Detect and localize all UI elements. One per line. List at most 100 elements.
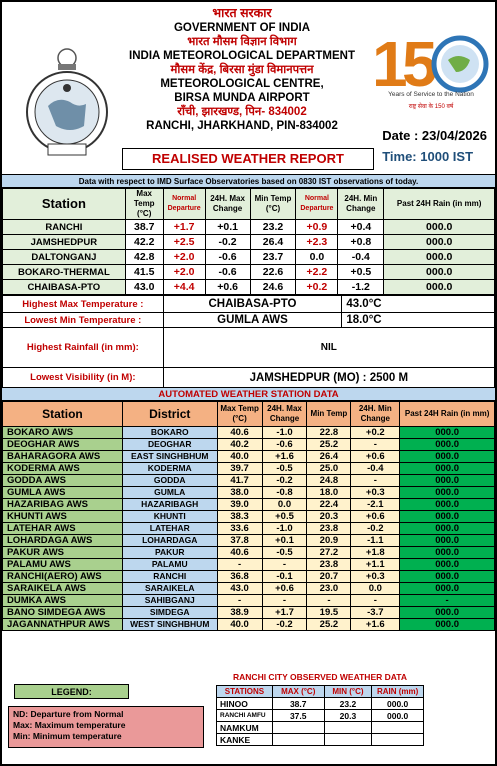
rc-rain: [371, 721, 424, 734]
imd-observatory-table: Station Max Temp (°C) Normal Departure 2…: [2, 188, 495, 295]
aws-district: KHUNTI: [121, 510, 218, 523]
rc-max: 38.7: [271, 697, 325, 710]
rc-col-min: MIN (°C): [323, 685, 373, 698]
min-departure: 0.0: [295, 249, 339, 265]
aws-min-change: -0.4: [350, 462, 401, 475]
max-change: +0.6: [204, 279, 251, 295]
col-max-departure: Normal Departure: [162, 188, 206, 220]
aws-station: DUMKA AWS: [2, 594, 123, 607]
aws-max-change: +1.7: [261, 606, 308, 619]
highest-rain-value: NIL: [162, 327, 496, 368]
aws-max-change: -: [261, 558, 308, 571]
rc-station: KANKE: [216, 733, 273, 746]
aws-min-change: +0.6: [350, 510, 401, 523]
aws-max-change: +0.1: [261, 534, 308, 547]
rc-max: [271, 721, 325, 734]
aws-row: GODDA AWS GODDA 41.7 -0.2 24.8-000.0: [2, 474, 495, 487]
imd-150-years-logo: 1 5 Years of Service to the Nation राष्ट…: [372, 28, 489, 110]
aws-row: BANO SIMDEGA AWS SIMDEGA 38.9 +1.7 19.5 -3.7 0…: [2, 606, 495, 619]
aws-rain: 000.0: [399, 534, 495, 547]
rc-min: [323, 721, 373, 734]
max-change: -0.6: [204, 264, 251, 280]
aws-row: DEOGHAR AWS DEOGHAR 40.2 -0.6 25.2-000.0: [2, 438, 495, 451]
aws-max-temp: 40.6: [216, 546, 263, 559]
aws-row: KHUNTI AWS KHUNTI 38.3 +0.5 20.3 +0.6 000.0: [2, 510, 495, 523]
aws-min-change: +0.6: [350, 450, 401, 463]
aws-station: PALAMU AWS: [2, 558, 123, 571]
aws-district: WEST SINGHBHUM: [121, 618, 218, 631]
date-time-block: Date : 23/04/2026 Time: 1000 IST: [382, 128, 487, 164]
govt-english: GOVERNMENT OF INDIA: [173, 22, 311, 35]
rc-row: RANCHI AMFU 37.5 20.3 000.0: [216, 709, 424, 722]
aws-rain: 000.0: [399, 546, 495, 559]
aws-district: DEOGHAR: [121, 438, 218, 451]
mc-english: METEOROLOGICAL CENTRE,: [160, 78, 324, 91]
aws-col-min-temp: Min Temp: [306, 401, 352, 427]
highest-rain-label: Highest Rainfall (in mm):: [2, 327, 164, 368]
aws-row: KODERMA AWS KODERMA 39.7 -0.5 25.0 -0.4 000.0: [2, 462, 495, 475]
aws-min-change: +0.3: [350, 570, 401, 583]
rc-station: NAMKUM: [216, 721, 273, 734]
aws-min-temp: -: [306, 594, 352, 607]
aws-max-change: 0.0: [261, 498, 308, 511]
legend-body: ND: Departure from Normal Max: Maximum t…: [8, 706, 204, 748]
aws-min-change: -: [350, 438, 401, 451]
aws-station: RANCHI(AERO) AWS: [2, 570, 123, 583]
logo-150-digit-1: 1: [372, 28, 408, 100]
aws-section-title: AUTOMATED WEATHER STATION DATA: [2, 388, 495, 401]
rc-rain: 000.0: [371, 709, 424, 722]
aws-rain: -: [399, 594, 495, 607]
aws-min-temp: 23.8: [306, 558, 352, 571]
aws-max-change: +0.6: [261, 582, 308, 595]
aws-station: JAGANNATHPUR AWS: [2, 618, 123, 631]
max-change: +0.1: [204, 219, 251, 235]
station-row: DALTONGANJ 42.8 +2.0 -0.6 23.7 0.0 -0.4 000.0: [2, 249, 495, 265]
legend-line-min: Min: Minimum temperature: [13, 731, 122, 741]
aws-min-temp: 20.9: [306, 534, 352, 547]
station-row: BOKARO-THERMAL 41.5 +2.0 -0.6 22.6 +2.2 +0.5 00…: [2, 264, 495, 280]
aws-district: LATEHAR: [121, 522, 218, 535]
aws-max-temp: 39.0: [216, 498, 263, 511]
aws-col-rain: Past 24H Rain (in mm): [399, 401, 495, 427]
lowest-min-station: GUMLA AWS: [162, 312, 343, 328]
aws-min-temp: 20.3: [306, 510, 352, 523]
address-hindi: राँची, झारखण्ड, पिन- 834002: [177, 106, 307, 119]
station-row: RANCHI 38.7 +1.7 +0.1 23.2 +0.9 +0.4 000.0: [2, 219, 495, 235]
aws-max-change: -0.6: [261, 438, 308, 451]
rc-row: HINOO 38.7 23.2 000.0: [216, 697, 424, 710]
max-temp: 42.8: [124, 249, 164, 265]
max-departure: +1.7: [162, 219, 206, 235]
aws-max-temp: 43.0: [216, 582, 263, 595]
max-departure: +2.5: [162, 234, 206, 250]
aws-max-temp: 38.3: [216, 510, 263, 523]
aws-table: Station District Max Temp (°C) 24H. Max …: [2, 401, 495, 631]
aws-max-change: -0.5: [261, 462, 308, 475]
aws-max-change: -1.0: [261, 522, 308, 535]
min-temp: 24.6: [249, 279, 297, 295]
aws-station: PAKUR AWS: [2, 546, 123, 559]
aws-max-temp: 38.0: [216, 486, 263, 499]
max-temp: 43.0: [124, 279, 164, 295]
aws-rain: 000.0: [399, 486, 495, 499]
min-change: -0.4: [337, 249, 385, 265]
aws-min-change: +1.6: [350, 618, 401, 631]
rc-rain: 000.0: [371, 697, 424, 710]
aws-row: SARAIKELA AWS SARAIKELA 43.0 +0.6 23.0 0.0 000…: [2, 582, 495, 595]
aws-min-temp: 20.7: [306, 570, 352, 583]
aws-min-temp: 24.8: [306, 474, 352, 487]
rc-station: HINOO: [216, 697, 273, 710]
aws-district: BOKARO: [121, 426, 218, 439]
aws-max-change: -0.1: [261, 570, 308, 583]
aws-min-change: -2.1: [350, 498, 401, 511]
aws-rain: 000.0: [399, 510, 495, 523]
legend: LEGEND: ND: Departure from Normal Max: M…: [8, 684, 204, 748]
aws-col-district: District: [121, 401, 218, 427]
aws-max-temp: 40.0: [216, 618, 263, 631]
col-station: Station: [2, 188, 126, 220]
station-name: JAMSHEDPUR: [2, 234, 126, 250]
station-name: RANCHI: [2, 219, 126, 235]
station-name: CHAIBASA-PTO: [2, 279, 126, 295]
aws-district: HAZARIBAGH: [121, 498, 218, 511]
aws-row: BAHARAGORA AWS EAST SINGHBHUM 40.0 +1.6 26.4…: [2, 450, 495, 463]
